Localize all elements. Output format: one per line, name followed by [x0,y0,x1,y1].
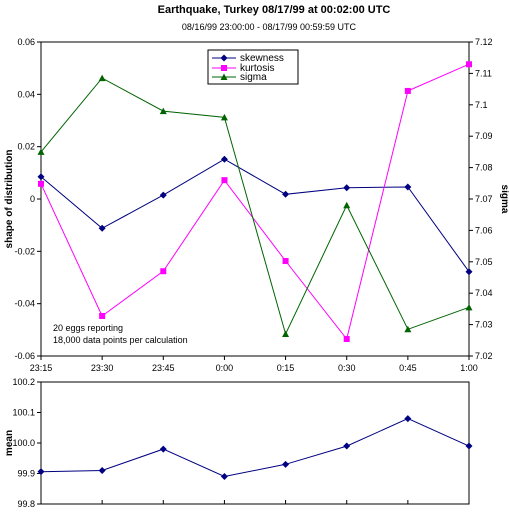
series-kurtosis-point [343,335,350,342]
series-sigma-point [220,113,228,121]
series-sigma-point [37,148,45,155]
y-tick-label-left: -0.06 [14,351,35,361]
x-tick-label: 0:00 [216,363,234,373]
series-mean-point [343,442,351,450]
legend-label-kurtosis: kurtosis [240,63,274,74]
mean-y-tick-label: 100.2 [12,377,35,387]
series-mean-point [220,473,228,481]
y-tick-label-right: 7.07 [475,194,493,204]
y-tick-label-right: 7.03 [475,320,493,330]
series-mean-point [404,415,412,423]
series-sigma-point [282,330,290,338]
series-skewness-point [220,155,228,163]
legend-marker-kurtosis [221,65,227,71]
y-tick-label-left: 0.06 [17,37,35,47]
y-tick-label-right: 7.04 [475,288,493,298]
y-tick-label-right: 7.12 [475,37,493,47]
series-sigma-point [159,107,167,115]
legend-label-sigma: sigma [240,72,267,83]
series-sigma-line [40,77,470,336]
series-kurtosis-point [282,258,289,265]
legend-item-skewness: skewness [212,53,284,64]
mean-y-tick-label: 100.0 [12,438,35,448]
y-tick-label-right: 7.08 [475,163,493,173]
y-tick-label-right: 7.05 [475,257,493,267]
legend-label-skewness: skewness [240,53,284,64]
y-axis-title-mean: mean [4,430,15,456]
series-skewness-point [159,191,167,199]
chart-marks: 0.06 0.04 0.02 0 -0.02 -0.04 -0.06 7.12 7.11 7.1 7… [12,37,492,509]
series-kurtosis-point [160,268,167,275]
series-skewness-point [37,173,45,181]
series-mean-point [282,460,290,468]
series-skewness-point [404,183,412,191]
series-kurtosis-point [99,312,106,319]
chart-subtitle: 08/16/99 23:00:00 - 08/17/99 00:59:59 UT… [182,22,357,32]
x-tick-label: 0:45 [399,363,417,373]
x-tick-label: 23:30 [91,363,114,373]
series-kurtosis-line [40,63,470,341]
top-plot-area [40,41,470,357]
legend: skewness kurtosis sigma [207,49,299,85]
y-tick-label-right: 7.1 [475,100,488,110]
annotation-eggs: 20 eggs reporting [53,323,123,333]
series-skewness-point [343,184,351,192]
x-tick-label: 23:15 [30,363,53,373]
y-tick-label-left: 0.04 [17,89,35,99]
series-kurtosis-point [221,177,228,184]
series-skewness-point [282,190,290,198]
legend-item-kurtosis: kurtosis [212,63,274,74]
y-tick-label-left: 0.02 [17,142,35,152]
y-tick-label-left: -0.02 [14,246,35,256]
chart-title: Earthquake, Turkey 08/17/99 at 00:02:00 … [158,4,391,16]
series-sigma-point [343,201,351,209]
bottom-plot-area [40,381,470,505]
series-mean-point [98,466,106,474]
series-sigma-point [98,74,106,82]
y-tick-label-right: 7.11 [475,68,492,78]
y-axis-title-right: sigma [499,185,509,214]
series-kurtosis-point [38,180,44,187]
x-tick-label: 0:15 [277,363,295,373]
mean-y-tick-label: 99.9 [17,469,35,479]
y-tick-label-left: 0 [30,194,35,204]
x-tick-label: 0:30 [338,363,356,373]
series-mean-point [159,445,167,453]
series-skewness-point [98,224,106,232]
series-kurtosis-point [404,87,411,94]
series-mean-point [465,442,473,450]
y-tick-label-right: 7.06 [475,225,493,235]
x-tick-label: 1:00 [460,363,478,373]
series-skewness-line [40,158,470,272]
legend-item-sigma: sigma [212,72,267,83]
series-skewness-point [465,268,473,276]
mean-y-tick-label: 100.1 [12,408,35,418]
y-axis-title-left: shape of distribution [4,150,15,249]
y-tick-label-left: -0.04 [14,299,35,309]
mean-y-tick-label: 99.8 [17,499,35,509]
series-sigma-point [404,325,412,333]
series-sigma-point [465,303,473,311]
legend-marker-skewness [220,54,228,62]
y-tick-label-right: 7.09 [475,131,493,141]
x-tick-label: 23:45 [152,363,175,373]
series-mean-point [37,468,45,476]
series-mean-line [40,418,470,478]
annotation-data-points: 18,000 data points per calculation [53,335,188,345]
y-tick-label-right: 7.02 [475,351,493,361]
series-kurtosis-point [466,61,472,68]
legend-marker-sigma [220,73,228,80]
